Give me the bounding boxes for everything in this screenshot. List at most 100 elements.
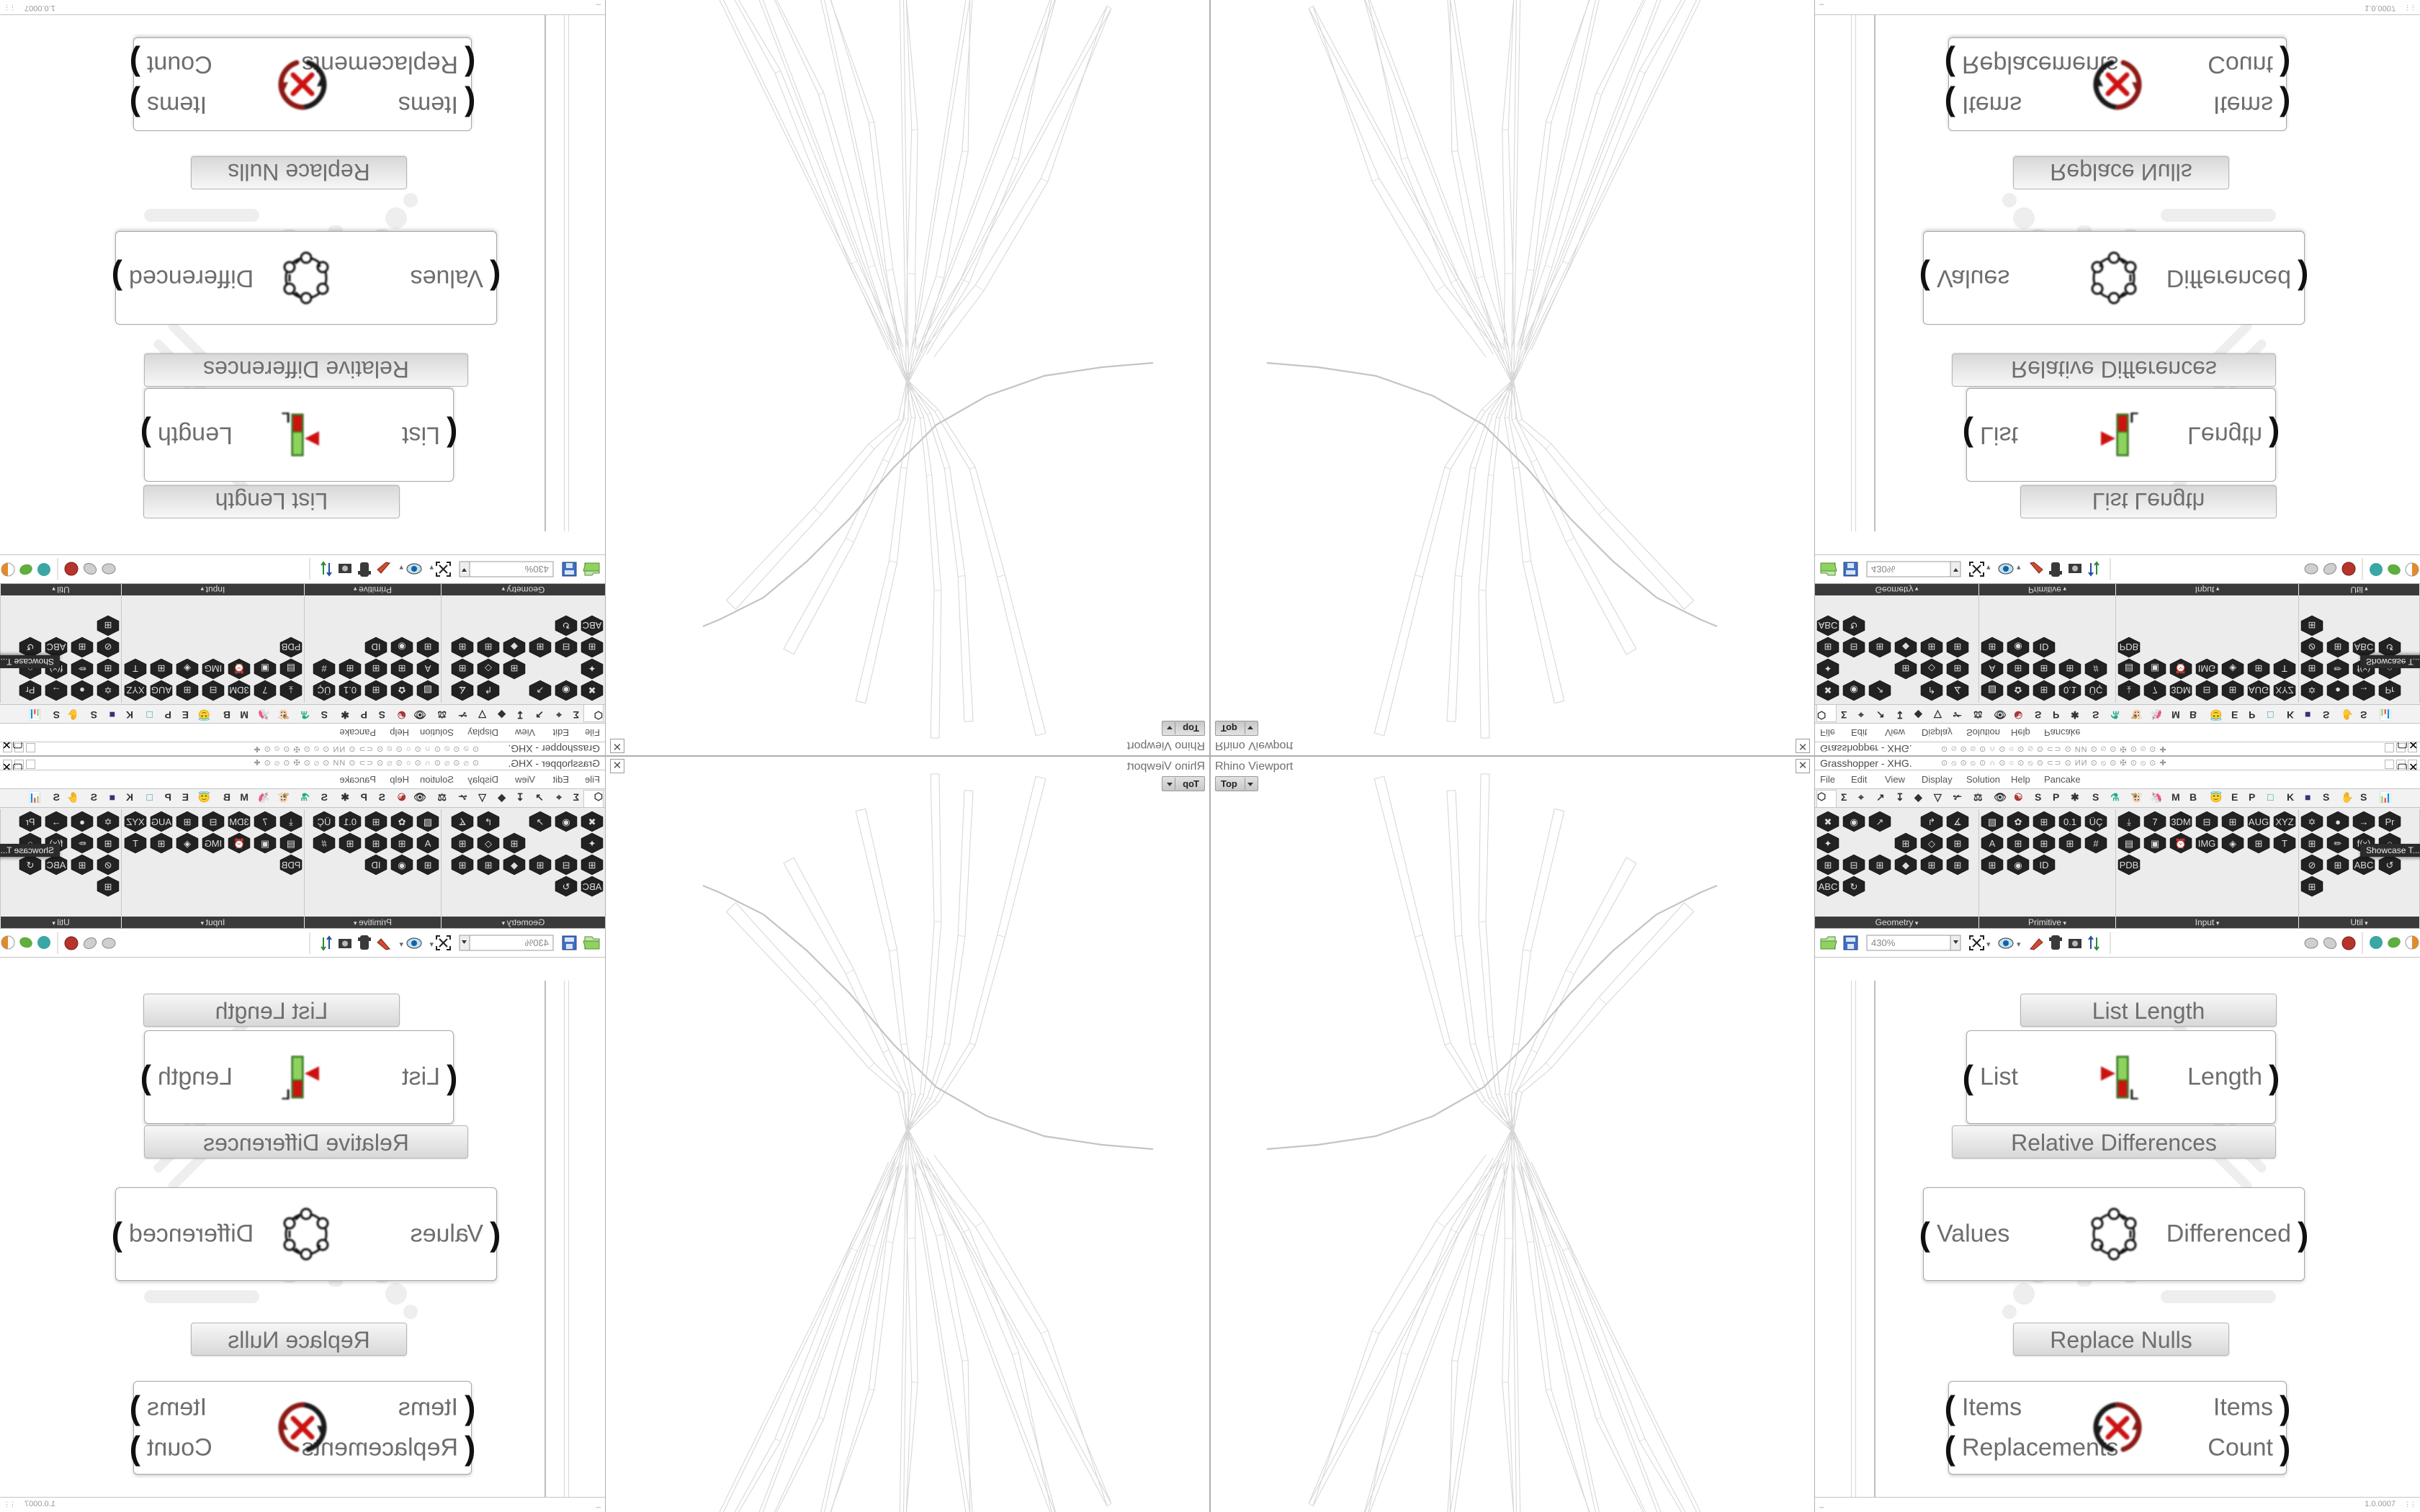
svg-text:◇: ◇ — [485, 838, 492, 849]
svg-text:⊞: ⊞ — [485, 860, 493, 870]
svg-text:⊞: ⊞ — [2308, 663, 2316, 674]
svg-text:⊞: ⊞ — [158, 663, 166, 674]
svg-text:◆: ◆ — [511, 860, 518, 870]
svg-text:▣: ▣ — [261, 838, 269, 849]
svg-text:3DM: 3DM — [2171, 816, 2190, 827]
svg-text:⊞: ⊞ — [424, 642, 432, 652]
svg-text:⊞: ⊞ — [2229, 685, 2237, 696]
svg-text:◈: ◈ — [184, 663, 191, 674]
svg-text:T: T — [133, 838, 138, 849]
svg-text:430%: 430% — [524, 937, 549, 948]
svg-text:◈: ◈ — [2229, 663, 2236, 674]
svg-text:⊞: ⊞ — [2334, 642, 2342, 652]
svg-text:◇: ◇ — [1928, 663, 1935, 674]
svg-text:✿: ✿ — [398, 816, 405, 827]
svg-text:✿: ✿ — [2015, 816, 2022, 827]
svg-text:⊞: ⊞ — [2066, 838, 2074, 849]
svg-text:✡: ✡ — [2308, 816, 2316, 827]
svg-text:⊞: ⊞ — [2255, 838, 2263, 849]
svg-text:⊘: ⊘ — [2308, 642, 2316, 652]
svg-text:ÜÇ: ÜÇ — [2089, 685, 2103, 696]
svg-text:⊞: ⊞ — [184, 685, 192, 696]
svg-text:→: → — [52, 816, 61, 827]
svg-text:430%: 430% — [1871, 564, 1896, 575]
svg-text:⊘: ⊘ — [104, 642, 112, 652]
svg-text:0.1: 0.1 — [344, 685, 357, 696]
svg-text:A: A — [424, 838, 431, 849]
svg-text:▧: ▧ — [1988, 816, 1996, 827]
svg-text:→: → — [2360, 816, 2369, 827]
svg-text:T: T — [133, 663, 138, 674]
svg-text:PDB: PDB — [2120, 642, 2139, 652]
svg-text:⤓: ⤓ — [2127, 685, 2131, 696]
svg-text:XYZ: XYZ — [2275, 816, 2293, 827]
svg-text:IMG: IMG — [2198, 663, 2216, 674]
svg-text:→: → — [52, 685, 61, 696]
svg-text:⊞: ⊞ — [1902, 838, 1910, 849]
svg-text:↻: ↻ — [1850, 881, 1858, 892]
svg-text:Pr: Pr — [2385, 816, 2396, 827]
svg-text:⊞: ⊞ — [372, 816, 380, 827]
svg-text:⤓: ⤓ — [2127, 816, 2131, 827]
svg-text:↺: ↺ — [2386, 860, 2394, 870]
svg-text:⊞: ⊞ — [1954, 663, 1962, 674]
svg-text:#: # — [2093, 663, 2099, 674]
svg-text:⊟: ⊟ — [1850, 642, 1858, 652]
svg-text:⊞: ⊞ — [2308, 881, 2316, 892]
svg-text:AUG: AUG — [151, 816, 171, 827]
svg-text:✦: ✦ — [1824, 838, 1832, 849]
svg-text:Pr: Pr — [2385, 685, 2396, 696]
svg-text:✏: ✏ — [78, 838, 86, 849]
svg-text:✡: ✡ — [104, 816, 112, 827]
svg-text:⊟: ⊟ — [563, 642, 570, 652]
svg-text:✿: ✿ — [2015, 685, 2022, 696]
svg-text:IMG: IMG — [205, 663, 223, 674]
svg-text:✏: ✏ — [2334, 663, 2342, 674]
svg-text:▤: ▤ — [2125, 663, 2133, 674]
svg-text:▧: ▧ — [424, 816, 432, 827]
svg-text:⊞: ⊞ — [537, 642, 544, 652]
svg-text:▾: ▾ — [2017, 563, 2021, 572]
svg-text:∡: ∡ — [458, 685, 467, 696]
svg-text:430%: 430% — [1871, 937, 1896, 948]
svg-text:✡: ✡ — [104, 685, 112, 696]
svg-text:PDB: PDB — [282, 642, 301, 652]
svg-text:⊞: ⊞ — [511, 663, 519, 674]
svg-text:◈: ◈ — [184, 838, 191, 849]
svg-text:ID: ID — [2040, 642, 2049, 652]
svg-text:↱: ↱ — [1928, 685, 1936, 696]
svg-text:✦: ✦ — [1824, 663, 1832, 674]
svg-text:⊞: ⊞ — [2015, 838, 2022, 849]
svg-text:⊞: ⊞ — [1989, 860, 1996, 870]
svg-text:AUG: AUG — [2249, 816, 2269, 827]
svg-text:⊞: ⊞ — [459, 838, 467, 849]
svg-text:AUG: AUG — [151, 685, 171, 696]
svg-text:◉: ◉ — [398, 860, 405, 870]
svg-text:◇: ◇ — [485, 663, 492, 674]
svg-text:⊞: ⊞ — [1928, 642, 1936, 652]
svg-text:⊞: ⊞ — [1928, 860, 1936, 870]
svg-text:▤: ▤ — [287, 663, 295, 674]
svg-text:L: L — [282, 410, 290, 425]
svg-text:⊞: ⊞ — [1989, 642, 1996, 652]
svg-text:◉: ◉ — [1850, 685, 1857, 696]
svg-text:⊟: ⊟ — [2203, 685, 2211, 696]
svg-text:⊘: ⊘ — [2308, 860, 2316, 870]
svg-text:⊞: ⊞ — [459, 860, 467, 870]
svg-text:ÜÇ: ÜÇ — [2089, 816, 2103, 827]
svg-text:⊞: ⊞ — [2040, 816, 2048, 827]
svg-text:⊞: ⊞ — [372, 685, 380, 696]
svg-text:⊞: ⊞ — [158, 838, 166, 849]
svg-text:↻: ↻ — [563, 620, 570, 631]
svg-text:▾: ▾ — [2017, 940, 2021, 949]
svg-text:⏰: ⏰ — [233, 663, 245, 675]
svg-text:↱: ↱ — [485, 816, 493, 827]
svg-text:◉: ◉ — [2014, 860, 2022, 870]
svg-text:L: L — [2130, 410, 2138, 425]
svg-text:▾: ▾ — [399, 940, 403, 949]
svg-text:⊞: ⊞ — [2040, 663, 2048, 674]
svg-text:3DM: 3DM — [2171, 685, 2190, 696]
svg-text:7: 7 — [262, 685, 267, 696]
svg-text:▧: ▧ — [1988, 685, 1996, 696]
svg-text:↗: ↗ — [537, 816, 544, 827]
